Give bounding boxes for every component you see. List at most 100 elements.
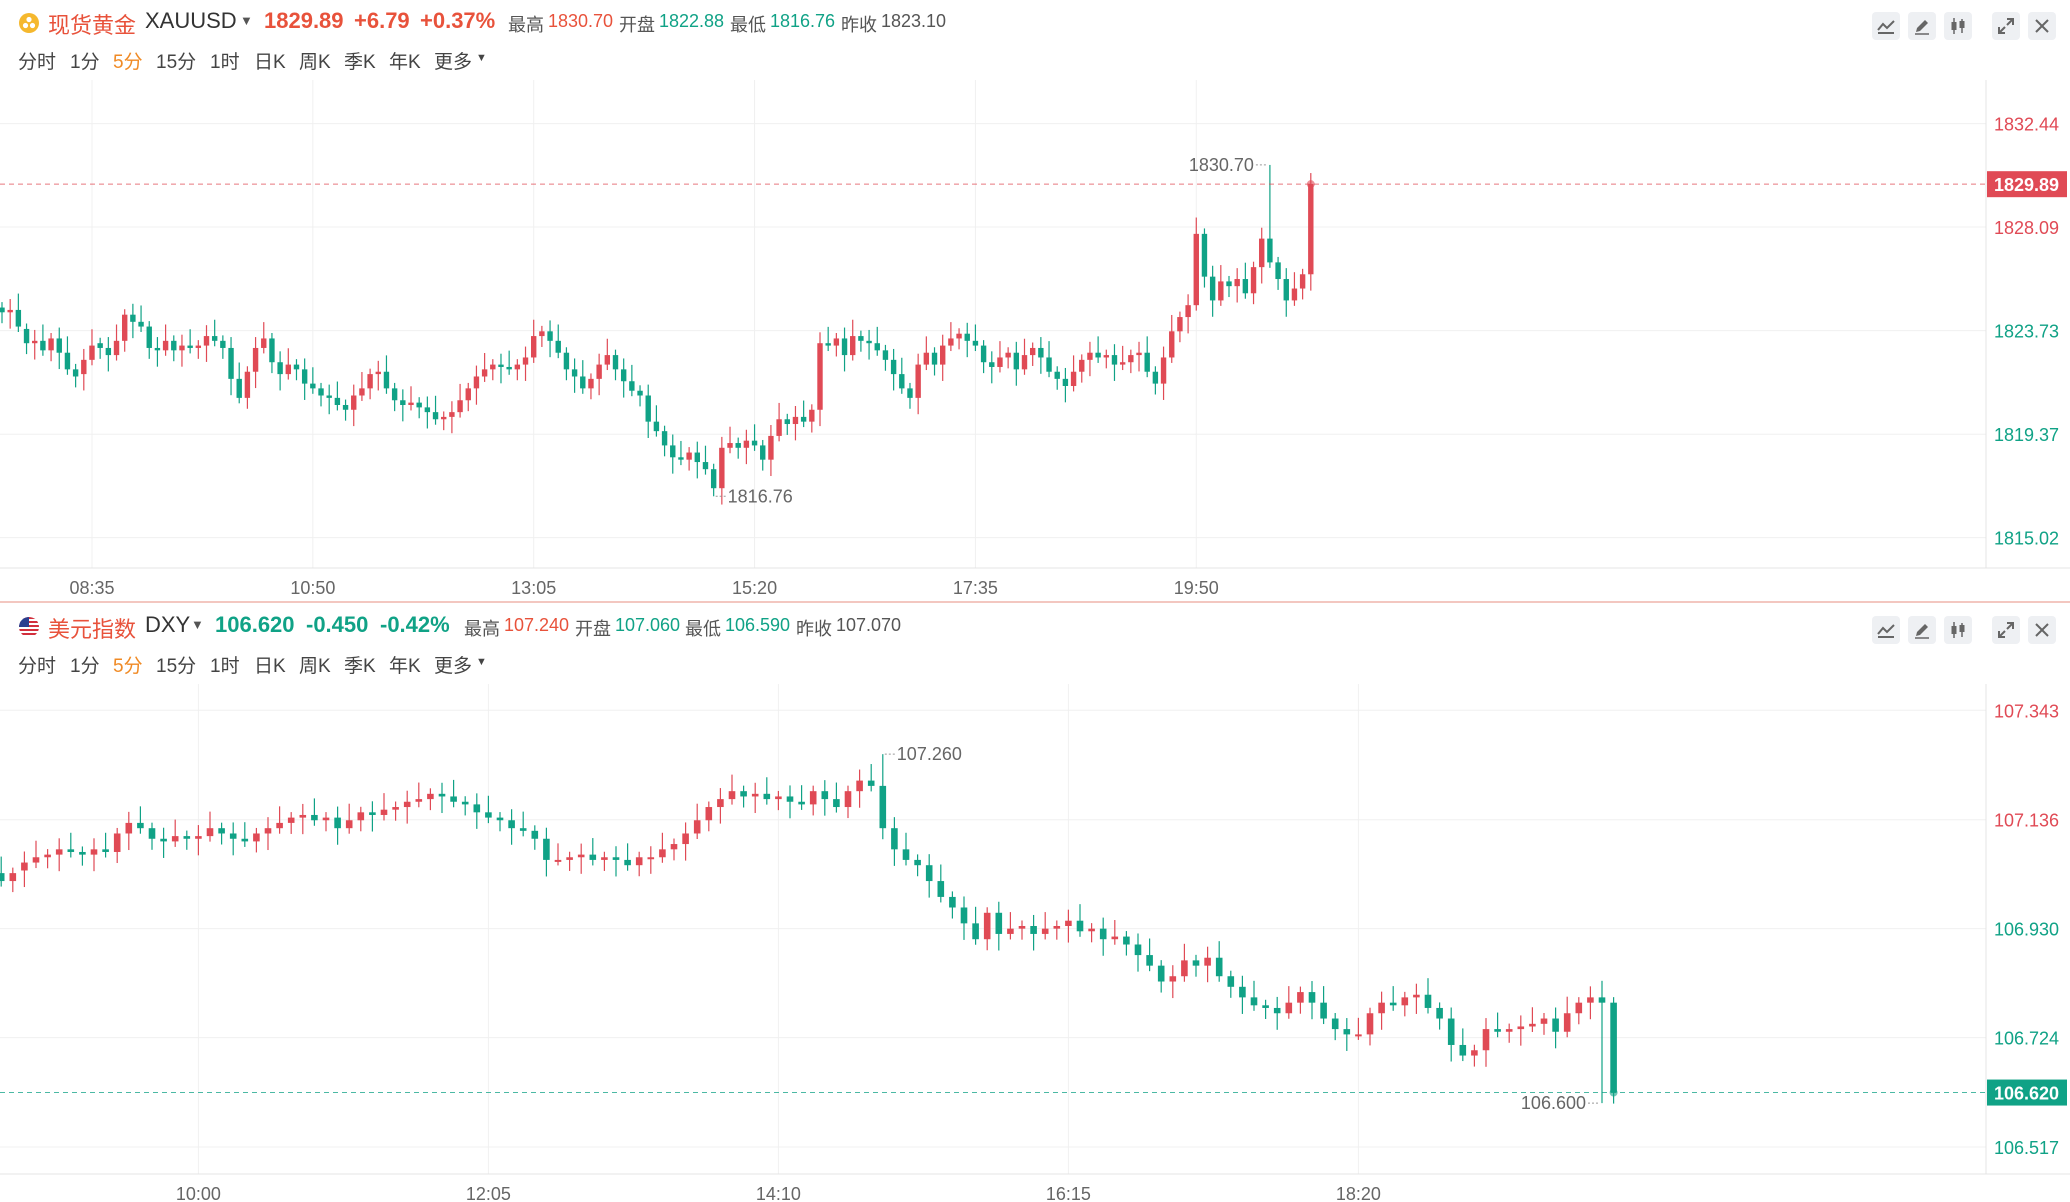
chevron-down-icon[interactable]: ▼ xyxy=(191,617,204,632)
period-tab-active[interactable]: 5分 xyxy=(113,52,143,73)
period-tab[interactable]: 日K xyxy=(254,656,286,677)
candle xyxy=(1297,986,1304,1014)
candle xyxy=(1111,344,1118,381)
instrument-name[interactable]: 美元指数 xyxy=(48,617,137,642)
instrument-name[interactable]: 现货黄金 xyxy=(48,13,137,38)
candle xyxy=(359,372,365,401)
candle xyxy=(67,832,75,858)
candle xyxy=(1291,272,1298,306)
expand-icon[interactable] xyxy=(1992,616,2020,644)
line-chart-icon[interactable] xyxy=(1872,12,1900,40)
current-price-tag xyxy=(1987,1079,2067,1106)
candle xyxy=(1273,996,1281,1030)
pen-icon[interactable] xyxy=(1908,12,1936,40)
period-tab-more[interactable]: 更多 xyxy=(434,52,473,73)
price-change: -0.450 xyxy=(306,612,369,637)
instrument-code[interactable]: XAUUSD xyxy=(145,8,237,33)
candle xyxy=(879,754,887,840)
line-chart-icon[interactable] xyxy=(1872,616,1900,644)
candle xyxy=(612,349,619,381)
high-marker-label: 107.260 xyxy=(897,744,962,764)
period-tab-more[interactable]: 更多 xyxy=(434,656,473,677)
candle xyxy=(519,811,527,837)
stat-label-low: 最低 xyxy=(730,15,766,35)
candle xyxy=(1447,1007,1455,1062)
stat-label-prev-close: 昨收 xyxy=(841,15,877,35)
candle xyxy=(1378,991,1385,1030)
gold-chart-panel: 现货黄金 XAUUSD ▼ 1829.89 +6.79 +0.37% 最高 18… xyxy=(0,8,2070,602)
candle xyxy=(473,793,481,829)
candle xyxy=(195,825,202,856)
candle xyxy=(727,426,733,454)
close-icon[interactable] xyxy=(2028,616,2056,644)
chevron-down-icon[interactable]: ▼ xyxy=(240,13,253,28)
candle xyxy=(162,324,169,356)
candle xyxy=(0,302,5,324)
period-tab[interactable]: 周K xyxy=(299,52,331,73)
candle xyxy=(383,355,390,394)
candle xyxy=(218,822,225,845)
candle xyxy=(948,322,954,352)
candlestick-icon[interactable] xyxy=(1944,12,1972,40)
candle xyxy=(403,790,411,824)
gold-candlestick-chart[interactable]: 1832.44 1828.09 1823.73 1819.37 1815.02 08:35… xyxy=(0,80,2070,602)
candle xyxy=(1160,346,1167,400)
candle xyxy=(299,803,307,835)
candle xyxy=(160,827,167,858)
candlestick-icon[interactable] xyxy=(1944,616,1972,644)
period-tab[interactable]: 季K xyxy=(344,52,376,73)
candle xyxy=(850,319,856,361)
candle xyxy=(740,785,747,808)
stat-label-open: 开盘 xyxy=(619,15,655,35)
candle xyxy=(48,333,54,362)
period-tab[interactable]: 1时 xyxy=(210,656,240,677)
candle xyxy=(277,351,283,391)
stat-label-low: 最低 xyxy=(685,619,721,639)
candle xyxy=(891,817,898,866)
y-tick-label: 1832.44 xyxy=(1994,115,2059,135)
period-tab[interactable]: 分时 xyxy=(18,52,57,73)
candle xyxy=(743,429,750,465)
period-tab[interactable]: 1时 xyxy=(210,52,240,73)
candle xyxy=(1053,920,1061,940)
y-tick-label: 107.136 xyxy=(1994,811,2059,831)
period-selector: 分时 1分 5分 15分 1时 日K 周K 季K 年K 更多 ▼ xyxy=(0,648,800,678)
candle xyxy=(1079,354,1085,383)
candle xyxy=(0,856,5,887)
candle xyxy=(424,396,431,429)
candle xyxy=(32,329,38,360)
expand-icon[interactable] xyxy=(1992,12,2020,40)
period-tab[interactable]: 15分 xyxy=(156,52,197,73)
period-tab[interactable]: 年K xyxy=(389,656,421,677)
x-tick-label: 19:50 xyxy=(1174,578,1219,598)
candle xyxy=(705,801,713,832)
candle xyxy=(301,358,308,400)
candle xyxy=(1540,1013,1548,1035)
candle xyxy=(907,382,913,409)
close-icon[interactable] xyxy=(2028,12,2056,40)
y-tick-label: 107.343 xyxy=(1994,701,2059,721)
period-tab[interactable]: 15分 xyxy=(156,656,197,677)
candle xyxy=(775,790,782,811)
candle xyxy=(264,817,272,851)
candle xyxy=(902,832,910,866)
period-tab[interactable]: 1分 xyxy=(70,656,100,677)
candle xyxy=(825,326,831,352)
period-tab[interactable]: 年K xyxy=(389,52,421,73)
period-tab-active[interactable]: 5分 xyxy=(113,656,143,677)
stat-value-prev-close: 107.070 xyxy=(836,615,902,635)
instrument-code[interactable]: DXY xyxy=(145,612,191,637)
candle xyxy=(949,891,956,919)
period-tab[interactable]: 日K xyxy=(254,52,286,73)
period-tab[interactable]: 周K xyxy=(299,656,331,677)
period-tab[interactable]: 季K xyxy=(344,656,376,677)
pen-icon[interactable] xyxy=(1908,616,1936,644)
gold-coin-icon xyxy=(19,13,39,33)
caret-down-icon[interactable]: ▼ xyxy=(476,52,487,64)
period-tab[interactable]: 1分 xyxy=(70,52,100,73)
period-tab[interactable]: 分时 xyxy=(18,656,57,677)
candle xyxy=(686,447,692,471)
caret-down-icon[interactable]: ▼ xyxy=(476,656,487,668)
candle xyxy=(367,368,373,400)
dxy-candlestick-chart[interactable]: 107.343 107.136 106.930 106.724 106.517 10:00… xyxy=(0,684,2070,1202)
